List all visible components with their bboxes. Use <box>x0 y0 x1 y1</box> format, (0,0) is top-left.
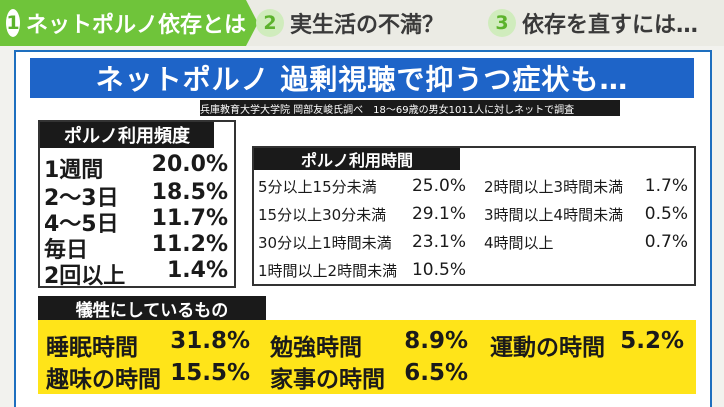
sacrifice-item: 勉強時間 8.9% <box>270 328 468 361</box>
sacrifice-label: 趣味の時間 <box>46 367 161 393</box>
usage-time-label: 30分以上1時間未満 <box>258 234 392 252</box>
chevron-icon <box>246 0 258 46</box>
usage-time-row: 15分以上30分未満 29.1% <box>258 204 466 226</box>
step-2-tab[interactable]: 2 実生活の不満？ <box>252 0 476 46</box>
sacrifice-value: 8.9% <box>404 328 468 354</box>
frequency-label: 4〜5日 <box>44 212 119 237</box>
step-2-label: 実生活の不満？ <box>290 13 445 38</box>
frequency-row: 毎日 11.2% <box>44 232 232 263</box>
source-caption: 兵庫教育大学大学院 岡部友峻氏調べ 18〜69歳の男女1011人に対しネットで調… <box>200 100 620 116</box>
usage-time-row: 2時間以上3時間未満 1.7% <box>484 176 688 198</box>
step-3-number: 3 <box>488 9 516 37</box>
usage-time-label: 3時間以上4時間未満 <box>484 206 624 224</box>
frequency-label: 1週間 <box>44 158 104 183</box>
frequency-row: 2回以上 1.4% <box>44 258 232 289</box>
usage-time-value: 1.7% <box>644 176 688 196</box>
frequency-row: 2〜3日 18.5% <box>44 180 232 211</box>
sacrifice-item: 睡眠時間 31.8% <box>46 328 250 361</box>
sacrifice-item: 運動の時間 5.2% <box>490 328 684 361</box>
sacrifice-value: 5.2% <box>620 328 684 354</box>
frequency-row: 1週間 20.0% <box>44 152 232 183</box>
frequency-label: 2回以上 <box>44 264 126 289</box>
frequency-label: 2〜3日 <box>44 186 119 211</box>
usage-time-label: 5分以上15分未満 <box>258 178 377 196</box>
usage-time-value: 10.5% <box>411 260 466 280</box>
usage-time-value: 29.1% <box>411 204 466 224</box>
usage-time-row: 4時間以上 0.7% <box>484 232 688 254</box>
sacrifice-box <box>38 320 696 394</box>
sacrifice-item: 家事の時間 6.5% <box>270 360 468 393</box>
step-bar: 1 ネットポルノ依存とは 2 実生活の不満？ 3 依存を直すには… <box>0 0 724 46</box>
source-text: 兵庫教育大学大学院 岡部友峻氏調べ 18〜69歳の男女1011人に対しネットで調… <box>200 104 575 116</box>
usage-time-value: 0.7% <box>644 232 688 252</box>
usage-time-label: 4時間以上 <box>484 234 554 252</box>
usage-time-box <box>252 146 696 286</box>
step-2-number: 2 <box>256 9 284 37</box>
usage-time-row: 1時間以上2時間未満 10.5% <box>258 260 466 282</box>
sacrifice-value: 6.5% <box>404 360 468 386</box>
frequency-value: 18.5% <box>151 180 228 205</box>
sacrifice-label: 睡眠時間 <box>46 335 138 361</box>
usage-time-row: 5分以上15分未満 25.0% <box>258 176 466 198</box>
sacrifice-value: 31.8% <box>170 328 250 354</box>
main-title: ネットポルノ 過剰視聴で抑うつ症状も… <box>30 58 694 98</box>
frequency-box <box>38 120 236 288</box>
step-3-label: 依存を直すには… <box>522 13 699 38</box>
sacrifice-label: 家事の時間 <box>270 367 385 393</box>
step-1-tab[interactable]: 1 ネットポルノ依存とは <box>0 0 246 46</box>
usage-time-row: 3時間以上4時間未満 0.5% <box>484 204 688 226</box>
sacrifice-label: 運動の時間 <box>490 335 605 361</box>
usage-time-value: 25.0% <box>411 176 466 196</box>
sacrifice-label: 勉強時間 <box>270 335 362 361</box>
step-3-tab[interactable]: 3 依存を直すには… <box>484 0 724 46</box>
frequency-value: 11.7% <box>151 206 228 231</box>
step-1-number: 1 <box>6 9 20 37</box>
frequency-value: 20.0% <box>151 152 228 177</box>
usage-time-value: 0.5% <box>644 204 688 224</box>
usage-time-header: ポルノ利用時間 <box>254 148 460 170</box>
frequency-label: 毎日 <box>44 238 89 263</box>
frequency-header: ポルノ利用頻度 <box>40 122 214 148</box>
usage-time-label: 15分以上30分未満 <box>258 206 387 224</box>
frequency-value: 11.2% <box>151 232 228 257</box>
usage-time-label: 1時間以上2時間未満 <box>258 262 398 280</box>
frequency-value: 1.4% <box>166 258 228 283</box>
sacrifice-value: 15.5% <box>170 360 250 386</box>
usage-time-row: 30分以上1時間未満 23.1% <box>258 232 466 254</box>
sacrifice-item: 趣味の時間 15.5% <box>46 360 250 393</box>
frequency-row: 4〜5日 11.7% <box>44 206 232 237</box>
usage-time-value: 23.1% <box>411 232 466 252</box>
step-1-label: ネットポルノ依存とは <box>25 13 246 38</box>
sacrifice-header: 犠牲にしているもの <box>38 296 266 321</box>
usage-time-label: 2時間以上3時間未満 <box>484 178 624 196</box>
